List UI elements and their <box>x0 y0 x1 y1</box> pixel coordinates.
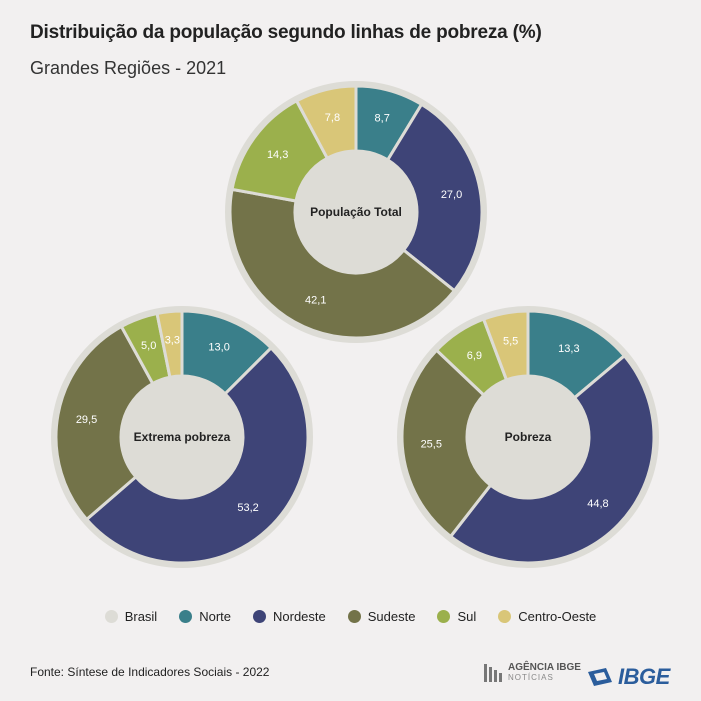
donut-popula-o-total: 8,7 27,0 42,1 14,3 7,8 População Total <box>225 81 487 343</box>
legend-item-nordeste: Nordeste <box>253 609 326 624</box>
donut-center-label: População Total <box>310 205 402 219</box>
data-label: 6,9 <box>467 350 482 362</box>
legend-swatch <box>347 610 361 623</box>
legend-item-sudeste: Sudeste <box>347 609 416 624</box>
chart-title: Distribuição da população segundo linhas… <box>30 22 542 43</box>
legend-item-norte: Norte <box>179 609 231 624</box>
donut-pobreza: 13,3 44,8 25,5 6,9 5,5 Pobreza <box>397 306 659 568</box>
slice-centro-oeste <box>295 84 358 160</box>
legend-label: Sul <box>457 609 477 624</box>
donut-center-label: Pobreza <box>505 430 552 444</box>
data-label: 14,3 <box>267 149 288 161</box>
agencia-ibge-logo: AGÊNCIA IBGE NOTÍCIAS <box>482 662 581 684</box>
data-label: 29,5 <box>76 414 97 426</box>
donut-center <box>467 376 589 498</box>
donut-center <box>295 151 417 273</box>
legend-swatch <box>179 610 193 623</box>
chart-subtitle: Grandes Regiões - 2021 <box>30 58 227 78</box>
agencia-line1: AGÊNCIA IBGE <box>508 662 581 673</box>
legend-label: Norte <box>199 609 231 624</box>
agencia-mark-icon <box>484 664 502 682</box>
agencia-line2: NOTÍCIAS <box>508 673 554 682</box>
source-note: Fonte: Síntese de Indicadores Sociais - … <box>30 665 270 679</box>
legend-item-centro-oeste: Centro-Oeste <box>498 609 596 624</box>
legend-item-brasil: Brasil <box>104 609 158 624</box>
donut-center-label: Extrema pobreza <box>134 430 231 444</box>
legend-swatch <box>498 610 512 623</box>
legend-swatch <box>437 610 451 623</box>
data-label: 5,0 <box>141 340 156 352</box>
data-label: 25,5 <box>421 438 442 450</box>
ibge-mark-icon <box>588 668 612 686</box>
slice-sudeste <box>54 325 155 521</box>
legend-swatch <box>253 610 266 623</box>
data-label: 53,2 <box>237 502 258 514</box>
data-label: 8,7 <box>375 113 390 125</box>
legend-label: Centro-Oeste <box>518 609 597 624</box>
legend-item-sul: Sul <box>437 609 476 624</box>
data-label: 7,8 <box>325 112 340 124</box>
data-label: 42,1 <box>305 294 326 306</box>
ibge-logo: IBGE <box>586 664 670 690</box>
legend-label: Nordeste <box>273 609 326 624</box>
donut-extrema-pobreza: 13,0 53,2 29,5 5,0 3,3 Extrema pobreza <box>51 306 313 568</box>
data-label: 44,8 <box>587 498 608 510</box>
legend-swatch <box>104 610 118 623</box>
data-label: 5,5 <box>503 336 518 348</box>
ibge-wordmark: IBGE <box>618 664 670 689</box>
data-label: 13,0 <box>208 341 229 353</box>
data-label: 13,3 <box>558 343 579 355</box>
donut-center <box>121 376 243 498</box>
data-label: 27,0 <box>441 189 462 201</box>
legend-label: Brasil <box>124 609 158 624</box>
legend: Brasil Norte Nordeste Sudeste Sul Centro-Oest… <box>0 609 701 624</box>
legend-label: Sudeste <box>367 609 416 624</box>
data-label: 3,3 <box>165 334 180 346</box>
